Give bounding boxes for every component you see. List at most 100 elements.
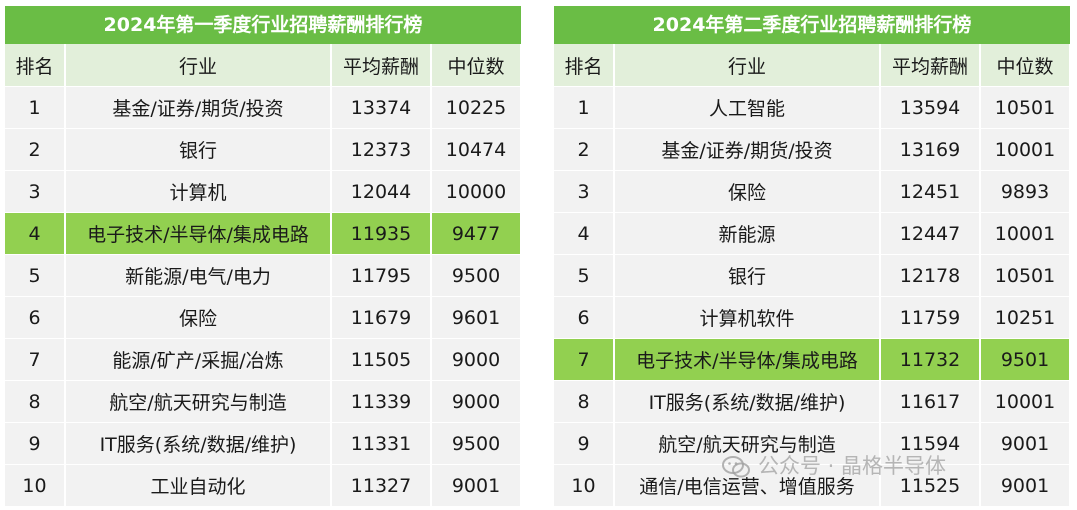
- cell-rank: 8: [5, 380, 66, 423]
- cell-avg-salary: 11525: [880, 464, 981, 507]
- cell-rank: 3: [5, 170, 66, 213]
- cell-median: 9000: [431, 380, 522, 423]
- q1-ranking-panel: 2024年第一季度行业招聘薪酬排行榜 排名 行业 平均薪酬 中位数 1 基金/证券…: [5, 6, 522, 507]
- cell-avg-salary: 12373: [331, 128, 432, 171]
- table-row: 2 银行 12373 10474: [5, 128, 522, 171]
- cell-rank: 8: [554, 380, 615, 423]
- table-row: 7 能源/矿产/采掘/冶炼 11505 9000: [5, 338, 522, 381]
- cell-median: 10501: [980, 86, 1071, 129]
- cell-median: 10225: [431, 86, 522, 129]
- cell-industry: 基金/证券/期货/投资: [65, 86, 332, 129]
- cell-median: 10001: [980, 212, 1071, 255]
- cell-avg-salary: 11339: [331, 380, 432, 423]
- q2-table-body: 1 人工智能 13594 10501 2 基金/证券/期货/投资 13169 10001 3 保险…: [554, 86, 1071, 507]
- table-row: 9 航空/航天研究与制造 11594 9001: [554, 422, 1071, 465]
- cell-rank: 6: [554, 296, 615, 339]
- table-row: 6 计算机软件 11759 10251: [554, 296, 1071, 339]
- header-rank: 排名: [554, 44, 615, 87]
- q2-table: 排名 行业 平均薪酬 中位数 1 人工智能 13594 10501 2 基金/证券/期货/…: [554, 44, 1071, 507]
- cell-avg-salary: 11935: [331, 212, 432, 255]
- table-row: 6 保险 11679 9601: [5, 296, 522, 339]
- cell-rank: 3: [554, 170, 615, 213]
- cell-industry: 能源/矿产/采掘/冶炼: [65, 338, 332, 381]
- cell-rank: 9: [5, 422, 66, 465]
- cell-industry: IT服务(系统/数据/维护): [614, 380, 881, 423]
- cell-avg-salary: 12451: [880, 170, 981, 213]
- cell-avg-salary: 11594: [880, 422, 981, 465]
- cell-avg-salary: 11732: [880, 338, 981, 381]
- cell-avg-salary: 12447: [880, 212, 981, 255]
- cell-rank: 10: [554, 464, 615, 507]
- header-industry: 行业: [614, 44, 881, 87]
- table-row: 7 电子技术/半导体/集成电路 11732 9501: [554, 338, 1071, 381]
- cell-median: 9000: [431, 338, 522, 381]
- cell-industry: 电子技术/半导体/集成电路: [65, 212, 332, 255]
- table-row: 3 计算机 12044 10000: [5, 170, 522, 213]
- cell-rank: 2: [5, 128, 66, 171]
- cell-median: 10501: [980, 254, 1071, 297]
- cell-industry: 保险: [65, 296, 332, 339]
- header-rank: 排名: [5, 44, 66, 87]
- cell-avg-salary: 13594: [880, 86, 981, 129]
- header-median: 中位数: [980, 44, 1071, 87]
- table-row: 5 新能源/电气/电力 11795 9500: [5, 254, 522, 297]
- cell-avg-salary: 11795: [331, 254, 432, 297]
- cell-median: 9501: [980, 338, 1071, 381]
- table-row: 1 基金/证券/期货/投资 13374 10225: [5, 86, 522, 129]
- cell-industry: 通信/电信运营、增值服务: [614, 464, 881, 507]
- cell-median: 10001: [980, 128, 1071, 171]
- q2-title: 2024年第二季度行业招聘薪酬排行榜: [554, 6, 1070, 44]
- header-avg-salary: 平均薪酬: [331, 44, 432, 87]
- cell-industry: 基金/证券/期货/投资: [614, 128, 881, 171]
- q1-title: 2024年第一季度行业招聘薪酬排行榜: [5, 6, 521, 44]
- cell-industry: IT服务(系统/数据/维护): [65, 422, 332, 465]
- table-row: 4 新能源 12447 10001: [554, 212, 1071, 255]
- cell-industry: 新能源/电气/电力: [65, 254, 332, 297]
- watermark: 公众号 · 晶格半导体: [722, 450, 946, 480]
- cell-rank: 7: [5, 338, 66, 381]
- table-row: 9 IT服务(系统/数据/维护) 11331 9500: [5, 422, 522, 465]
- header-median: 中位数: [431, 44, 522, 87]
- q1-header-row: 排名 行业 平均薪酬 中位数: [5, 44, 522, 87]
- cell-industry: 银行: [65, 128, 332, 171]
- cell-median: 10474: [431, 128, 522, 171]
- cell-avg-salary: 11617: [880, 380, 981, 423]
- wechat-icon: [722, 456, 750, 478]
- watermark-text: 公众号 · 晶格半导体: [758, 454, 947, 478]
- cell-avg-salary: 11679: [331, 296, 432, 339]
- table-row: 4 电子技术/半导体/集成电路 11935 9477: [5, 212, 522, 255]
- table-row: 3 保险 12451 9893: [554, 170, 1071, 213]
- cell-industry: 计算机软件: [614, 296, 881, 339]
- q1-table-body: 1 基金/证券/期货/投资 13374 10225 2 银行 12373 10474 3 计算机 1…: [5, 86, 522, 507]
- q2-header-row: 排名 行业 平均薪酬 中位数: [554, 44, 1071, 87]
- cell-industry: 计算机: [65, 170, 332, 213]
- cell-median: 9601: [431, 296, 522, 339]
- cell-median: 9500: [431, 254, 522, 297]
- q1-table: 排名 行业 平均薪酬 中位数 1 基金/证券/期货/投资 13374 10225 2 银行…: [5, 44, 522, 507]
- cell-rank: 7: [554, 338, 615, 381]
- cell-rank: 9: [554, 422, 615, 465]
- cell-rank: 5: [5, 254, 66, 297]
- table-row: 8 航空/航天研究与制造 11339 9000: [5, 380, 522, 423]
- cell-avg-salary: 11331: [331, 422, 432, 465]
- table-row: 2 基金/证券/期货/投资 13169 10001: [554, 128, 1071, 171]
- cell-median: 9001: [980, 464, 1071, 507]
- cell-median: 9893: [980, 170, 1071, 213]
- cell-avg-salary: 11327: [331, 464, 432, 507]
- cell-industry: 航空/航天研究与制造: [614, 422, 881, 465]
- cell-rank: 4: [554, 212, 615, 255]
- cell-median: 9477: [431, 212, 522, 255]
- cell-industry: 保险: [614, 170, 881, 213]
- cell-rank: 10: [5, 464, 66, 507]
- cell-avg-salary: 13169: [880, 128, 981, 171]
- cell-industry: 航空/航天研究与制造: [65, 380, 332, 423]
- cell-rank: 5: [554, 254, 615, 297]
- cell-median: 10000: [431, 170, 522, 213]
- cell-rank: 6: [5, 296, 66, 339]
- cell-avg-salary: 12044: [331, 170, 432, 213]
- table-row: 1 人工智能 13594 10501: [554, 86, 1071, 129]
- cell-median: 10251: [980, 296, 1071, 339]
- q2-ranking-panel: 2024年第二季度行业招聘薪酬排行榜 排名 行业 平均薪酬 中位数 1 人工智能 1…: [554, 6, 1071, 507]
- cell-rank: 4: [5, 212, 66, 255]
- cell-avg-salary: 11759: [880, 296, 981, 339]
